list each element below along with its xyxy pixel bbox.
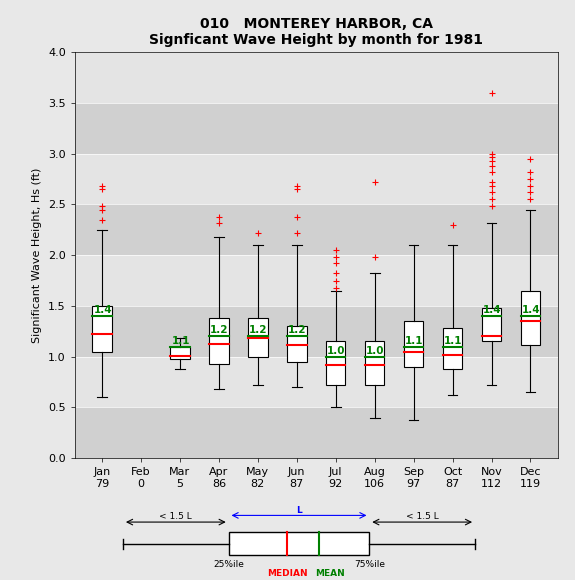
Text: 1.1: 1.1: [171, 336, 190, 346]
Text: 1.2: 1.2: [288, 325, 306, 335]
Bar: [75, 407, 558, 458]
Bar: [229, 532, 369, 556]
Text: L: L: [296, 506, 302, 514]
Bar: [482, 308, 501, 342]
Bar: [521, 291, 540, 345]
Text: 75%ile: 75%ile: [354, 560, 385, 570]
Y-axis label: Significant Wave Height, Hs (ft): Significant Wave Height, Hs (ft): [32, 168, 43, 343]
Text: MEDIAN: MEDIAN: [267, 569, 308, 578]
Bar: [248, 318, 267, 357]
Text: MEAN: MEAN: [316, 569, 345, 578]
Bar: [287, 326, 306, 362]
Bar: [75, 52, 558, 103]
Bar: [75, 103, 558, 154]
Bar: [326, 342, 346, 385]
Text: 1.4: 1.4: [522, 305, 540, 315]
Text: < 1.5 L: < 1.5 L: [406, 512, 439, 521]
Text: 1.4: 1.4: [483, 305, 501, 315]
Bar: [404, 321, 423, 367]
Bar: [92, 306, 112, 351]
Text: 25%ile: 25%ile: [213, 560, 244, 570]
Title: 010   MONTEREY HARBOR, CA
Signficant Wave Height by month for 1981: 010 MONTEREY HARBOR, CA Signficant Wave …: [150, 17, 483, 47]
Text: < 1.5 L: < 1.5 L: [159, 512, 192, 521]
Text: 1.1: 1.1: [405, 336, 424, 346]
Bar: [75, 306, 558, 357]
Text: 1.0: 1.0: [327, 346, 346, 356]
Bar: [75, 357, 558, 407]
Bar: [75, 154, 558, 205]
Bar: [75, 255, 558, 306]
Bar: [170, 347, 190, 358]
Bar: [365, 342, 385, 385]
Text: 1.4: 1.4: [94, 305, 112, 315]
Bar: [443, 328, 462, 369]
Text: 1.2: 1.2: [210, 325, 229, 335]
Text: 1.0: 1.0: [366, 346, 385, 356]
Bar: [209, 318, 229, 364]
Text: 1.2: 1.2: [249, 325, 268, 335]
Bar: [75, 205, 558, 255]
Text: 1.1: 1.1: [444, 336, 462, 346]
